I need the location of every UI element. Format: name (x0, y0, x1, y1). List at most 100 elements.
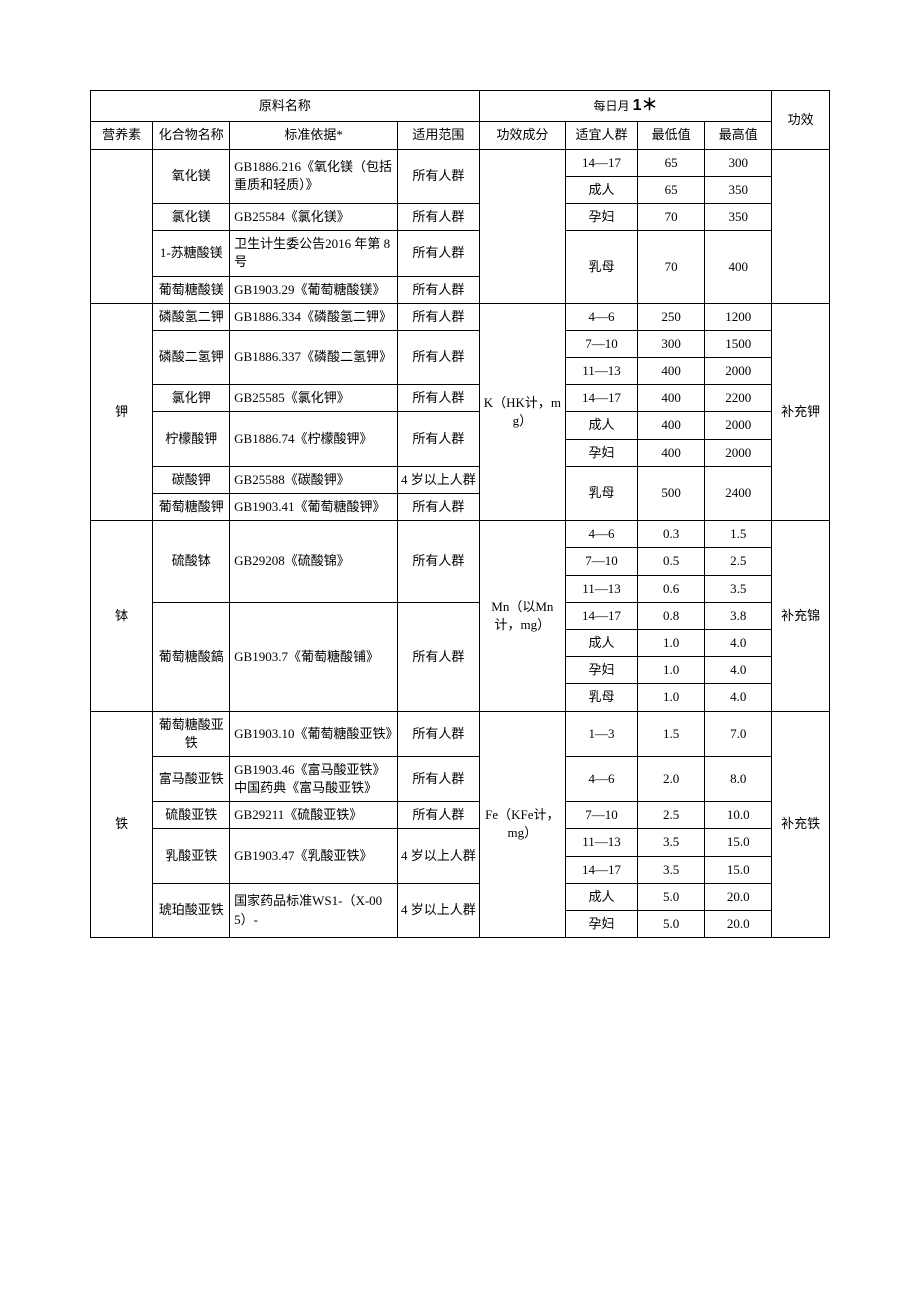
cell-max: 1500 (705, 330, 772, 357)
cell-group: 1—3 (566, 711, 638, 756)
table-header-row-2: 营养素 化合物名称 标准依据* 适用范围 功效成分 适宜人群 最低值 最高值 (91, 122, 830, 149)
hdr-nutrient: 营养素 (91, 122, 153, 149)
cell-group: 孕妇 (566, 657, 638, 684)
cell-group: 乳母 (566, 231, 638, 304)
cell-scope: 所有人群 (398, 203, 480, 230)
cell-min: 400 (637, 358, 704, 385)
cell-group: 孕妇 (566, 203, 638, 230)
cell-group: 4—6 (566, 521, 638, 548)
cell-component-mg (479, 149, 565, 303)
cell-scope: 所有人群 (398, 303, 480, 330)
cell-compound: 葡萄糖酸亚铁 (153, 711, 230, 756)
cell-max: 2000 (705, 358, 772, 385)
cell-max: 20.0 (705, 883, 772, 910)
table-row: 钾 磷酸氢二钾 GB1886.334《磷酸氢二钾》 所有人群 K（HK计，mg）… (91, 303, 830, 330)
hdr-standard: 标准依据* (230, 122, 398, 149)
hdr-scope: 适用范围 (398, 122, 480, 149)
cell-group: 孕妇 (566, 439, 638, 466)
cell-max: 20.0 (705, 911, 772, 938)
table-row: 氯化钾 GB25585《氯化钾》 所有人群 14—17 400 2200 (91, 385, 830, 412)
cell-nutrient-fe: 铁 (91, 711, 153, 938)
table-row: 氧化镁 GB1886.216《氧化镁（包括重质和轻质）》 所有人群 14—17 … (91, 149, 830, 176)
cell-standard: GB1886.74《柠檬酸钾》 (230, 412, 398, 466)
cell-compound: 葡萄糖酸钾 (153, 494, 230, 521)
cell-group: 乳母 (566, 684, 638, 711)
cell-max: 2000 (705, 439, 772, 466)
cell-min: 500 (637, 466, 704, 520)
cell-compound: 氧化镁 (153, 149, 230, 203)
cell-group: 成人 (566, 883, 638, 910)
cell-max: 400 (705, 231, 772, 304)
cell-group: 14—17 (566, 856, 638, 883)
cell-max: 8.0 (705, 756, 772, 801)
cell-group: 7—10 (566, 802, 638, 829)
cell-min: 1.5 (637, 711, 704, 756)
cell-min: 400 (637, 412, 704, 439)
cell-compound: 柠檬酸钾 (153, 412, 230, 466)
table-row: 柠檬酸钾 GB1886.74《柠檬酸钾》 所有人群 成人 400 2000 (91, 412, 830, 439)
hdr-daily-prefix: 每日月 (594, 99, 630, 113)
cell-max: 1200 (705, 303, 772, 330)
cell-standard: GB1903.47《乳酸亚铁》 (230, 829, 398, 883)
cell-min: 2.0 (637, 756, 704, 801)
cell-group: 7—10 (566, 548, 638, 575)
cell-standard: GB25588《碳酸钾》 (230, 466, 398, 493)
cell-effect-mn: 补充锦 (772, 521, 830, 711)
cell-min: 3.5 (637, 829, 704, 856)
hdr-rawname: 原料名称 (91, 91, 480, 122)
cell-compound: 氯化钾 (153, 385, 230, 412)
cell-compound: 乳酸亚铁 (153, 829, 230, 883)
cell-scope: 4 岁以上人群 (398, 829, 480, 883)
cell-max: 2400 (705, 466, 772, 520)
cell-min: 2.5 (637, 802, 704, 829)
cell-max: 350 (705, 176, 772, 203)
table-row: 富马酸亚铁 GB1903.46《富马酸亚铁》中国药典《富马酸亚铁》 所有人群 4… (91, 756, 830, 801)
cell-group: 成人 (566, 629, 638, 656)
cell-standard: GB1886.337《磷酸二氢钾》 (230, 330, 398, 384)
cell-standard: 国家药品标准WS1-（X-005）- (230, 883, 398, 937)
cell-min: 0.5 (637, 548, 704, 575)
cell-component-fe: Fe（KFe计，mg） (479, 711, 565, 938)
nutrient-table: 原料名称 每日月 1＊ 功效 营养素 化合物名称 标准依据* 适用范围 功效成分… (90, 90, 830, 938)
cell-compound: 磷酸二氢钾 (153, 330, 230, 384)
cell-standard: GB29211《硫酸亚铁》 (230, 802, 398, 829)
hdr-daily-mark: 1＊ (633, 97, 658, 114)
cell-compound: 富马酸亚铁 (153, 756, 230, 801)
cell-compound: 葡萄糖酸鎬 (153, 602, 230, 711)
cell-standard: GB1903.7《葡萄糖酸铺》 (230, 602, 398, 711)
cell-scope: 所有人群 (398, 802, 480, 829)
cell-min: 300 (637, 330, 704, 357)
cell-nutrient-mg (91, 149, 153, 303)
table-header-row-1: 原料名称 每日月 1＊ 功效 (91, 91, 830, 122)
cell-min: 250 (637, 303, 704, 330)
cell-scope: 所有人群 (398, 711, 480, 756)
cell-component-mn: Mn（以Mn 计，mg） (479, 521, 565, 711)
cell-standard: GB1903.46《富马酸亚铁》中国药典《富马酸亚铁》 (230, 756, 398, 801)
cell-max: 300 (705, 149, 772, 176)
hdr-daily: 每日月 1＊ (479, 91, 772, 122)
cell-max: 15.0 (705, 856, 772, 883)
cell-compound: 琥珀酸亚铁 (153, 883, 230, 937)
cell-scope: 4 岁以上人群 (398, 883, 480, 937)
cell-group: 成人 (566, 176, 638, 203)
cell-max: 10.0 (705, 802, 772, 829)
table-row: 氯化镁 GB25584《氯化镁》 所有人群 孕妇 70 350 (91, 203, 830, 230)
cell-scope: 所有人群 (398, 330, 480, 384)
cell-effect-fe: 补充铁 (772, 711, 830, 938)
cell-min: 65 (637, 149, 704, 176)
cell-group: 11—13 (566, 829, 638, 856)
cell-max: 3.8 (705, 602, 772, 629)
cell-min: 0.8 (637, 602, 704, 629)
cell-group: 14—17 (566, 385, 638, 412)
table-row: 钵 硫酸钵 GB29208《硫酸锦》 所有人群 Mn（以Mn 计，mg） 4—6… (91, 521, 830, 548)
cell-max: 4.0 (705, 684, 772, 711)
cell-min: 70 (637, 231, 704, 304)
cell-compound: 葡萄糖酸镁 (153, 276, 230, 303)
cell-group: 4—6 (566, 303, 638, 330)
cell-max: 2000 (705, 412, 772, 439)
cell-group: 14—17 (566, 149, 638, 176)
cell-scope: 所有人群 (398, 494, 480, 521)
cell-min: 0.3 (637, 521, 704, 548)
cell-min: 0.6 (637, 575, 704, 602)
cell-min: 70 (637, 203, 704, 230)
